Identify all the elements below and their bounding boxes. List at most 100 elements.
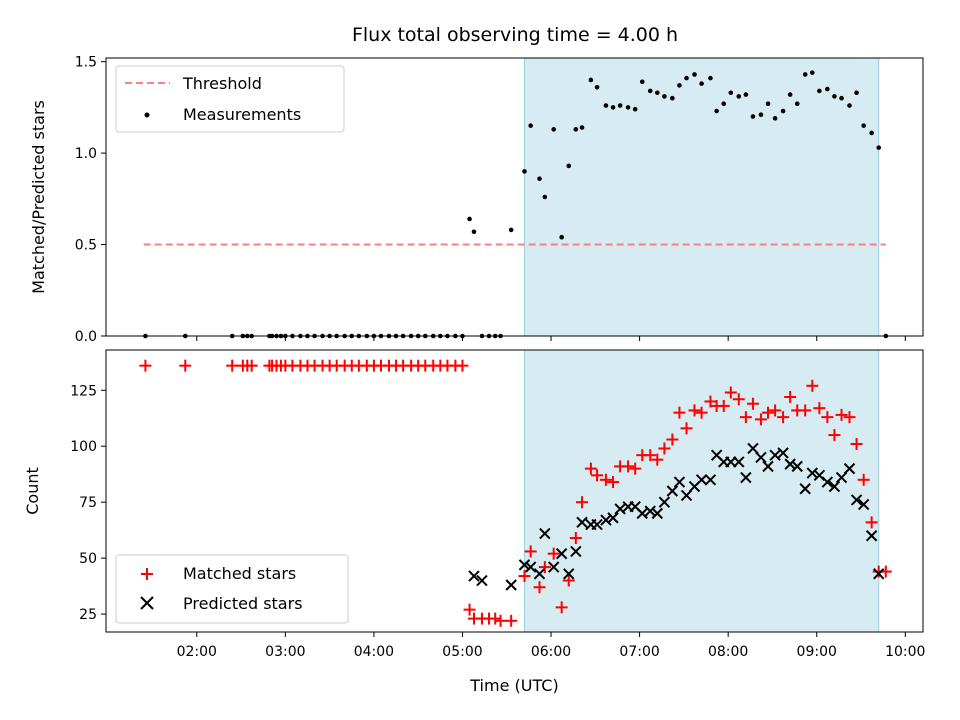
predicted-star-point <box>740 471 752 484</box>
measurement-point <box>542 194 548 200</box>
predicted-star-point <box>873 568 885 580</box>
predicted-star-point <box>476 574 488 587</box>
bottom-x-axis: 02:00 03:00 04:00 05:00 06:00 07:00 08:00 09:00… <box>177 632 925 660</box>
matched-star-point <box>629 462 642 475</box>
measurement-point <box>471 229 477 235</box>
measurement-point <box>743 92 749 97</box>
predicted-star-point <box>673 476 686 488</box>
matched-star-point <box>739 411 752 424</box>
legend-measurements-swatch <box>144 112 150 118</box>
matched-star-point <box>777 411 790 424</box>
bottom-y-axis: 25 50 75 100 125 <box>70 383 106 623</box>
matched-star-point <box>658 442 671 455</box>
measurement-point <box>467 216 472 222</box>
x-tick-label: 03:00 <box>265 644 305 660</box>
measurement-point <box>802 72 808 77</box>
measurement-point <box>825 86 830 92</box>
predicted-star-point <box>539 527 551 540</box>
matched-star-point <box>717 399 730 412</box>
predicted-stars-points <box>468 442 885 591</box>
predicted-star-point <box>865 530 878 542</box>
matched-star-point <box>489 612 502 625</box>
measurement-point <box>832 94 837 99</box>
matched-star-point <box>538 561 551 574</box>
matched-star-point <box>835 408 848 421</box>
matched-star-point <box>456 359 469 372</box>
predicted-star-point <box>680 489 693 502</box>
predicted-star-point <box>850 494 863 506</box>
bottom-legend-box <box>115 554 349 624</box>
matched-star-point <box>865 516 878 529</box>
measurement-point <box>522 169 527 174</box>
measurement-point <box>566 163 572 169</box>
measurement-point <box>662 94 667 99</box>
predicted-star-point <box>547 561 560 573</box>
observing-window-shade-top <box>523 57 880 337</box>
matched-star-point <box>518 570 531 583</box>
legend-threshold-label: Threshold <box>182 74 262 93</box>
matched-star-point <box>179 359 192 372</box>
x-tick-label: 02:00 <box>177 644 217 660</box>
predicted-star-point <box>651 507 664 520</box>
matched-stars-points <box>139 359 892 627</box>
top-plot-frame <box>105 57 924 337</box>
measurement-point <box>670 95 675 101</box>
matched-star-point <box>591 469 604 482</box>
top-y-axis: 0.0 0.5 1.0 1.5 <box>75 55 106 345</box>
matched-star-point <box>813 402 826 415</box>
predicted-star-point <box>791 460 803 473</box>
matched-star-point <box>226 359 239 372</box>
x-tick-label: 07:00 <box>619 644 659 660</box>
predicted-star-point <box>644 505 656 517</box>
predicted-star-point <box>614 503 626 515</box>
predicted-star-point <box>570 545 582 558</box>
predicted-star-point <box>835 471 848 484</box>
measurement-point <box>708 75 713 81</box>
predicted-star-point <box>762 460 774 473</box>
matched-star-point <box>754 413 767 426</box>
matched-star-point <box>651 453 664 466</box>
measurement-point <box>588 77 594 83</box>
measurement-point <box>617 103 623 108</box>
y-tick-label: 0.0 <box>75 329 97 345</box>
legend-matched-label: Matched stars <box>183 564 296 583</box>
top-y-axis-label: Matched/Predicted stars <box>29 100 48 294</box>
measurement-point <box>655 90 660 96</box>
matched-star-point <box>666 433 679 446</box>
measurement-point <box>537 176 542 182</box>
predicted-star-point <box>468 570 480 582</box>
y-tick-label: 75 <box>79 495 97 511</box>
matched-star-point <box>533 581 546 594</box>
matched-star-point <box>857 473 870 486</box>
predicted-star-point <box>555 547 568 560</box>
measurement-point <box>750 114 756 119</box>
measurement-point <box>528 123 533 128</box>
measurement-point <box>794 101 800 107</box>
predicted-star-point <box>636 507 648 520</box>
measurement-point <box>736 94 742 99</box>
bottom-plot-frame <box>105 349 924 633</box>
predicted-star-point <box>821 476 834 488</box>
measurement-point <box>780 108 786 114</box>
matched-star-point <box>584 462 597 475</box>
measurement-point <box>632 106 638 112</box>
x-tick-label: 09:00 <box>797 644 837 660</box>
measurement-point <box>847 103 852 108</box>
matched-star-point <box>569 532 582 544</box>
predicted-star-point <box>747 442 759 455</box>
measurement-point <box>551 127 556 132</box>
matched-star-point <box>828 429 841 442</box>
predicted-star-point <box>755 451 767 464</box>
top-x-axis <box>196 336 906 341</box>
matched-star-point <box>562 574 575 587</box>
measurement-point <box>559 234 564 240</box>
y-tick-label: 100 <box>70 439 97 455</box>
matched-star-point <box>746 397 759 410</box>
legend-predicted-swatch <box>140 596 154 610</box>
measurement-point <box>861 123 866 128</box>
measurement-point <box>869 130 874 136</box>
predicted-star-point <box>828 480 841 493</box>
predicted-star-point <box>518 559 531 571</box>
measurement-point <box>508 227 514 233</box>
